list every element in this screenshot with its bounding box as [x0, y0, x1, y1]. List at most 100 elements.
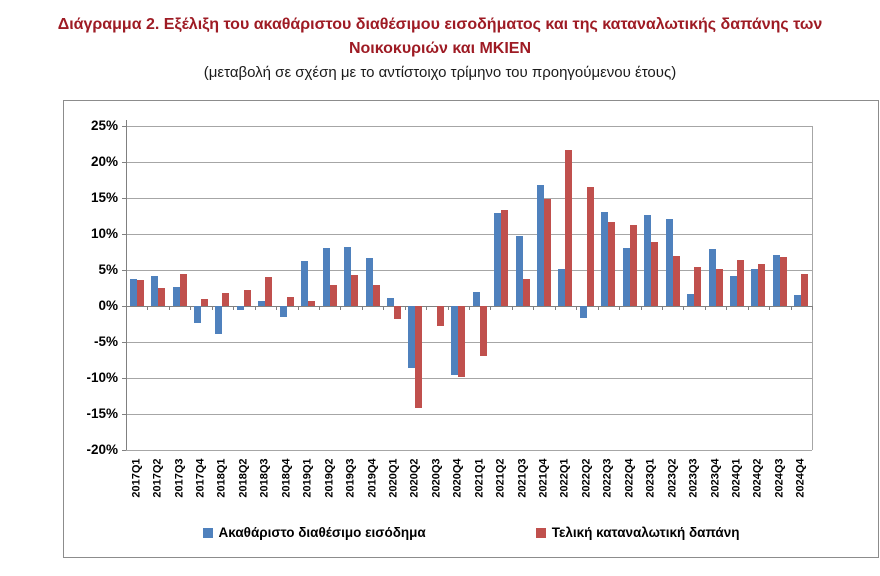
category-label-2019Q2: 2019Q2 — [323, 458, 336, 498]
category-label-2019Q4: 2019Q4 — [366, 458, 379, 498]
category-label-2021Q1: 2021Q1 — [473, 458, 486, 498]
x-axis-tick-3 — [190, 306, 192, 310]
bar-consumption-2021Q2 — [501, 209, 509, 306]
category-label-2020Q2: 2020Q2 — [408, 458, 421, 498]
category-label-2020Q3: 2020Q3 — [430, 458, 443, 498]
bar-consumption-2017Q4 — [201, 298, 209, 306]
bar-consumption-2024Q1 — [736, 259, 744, 306]
bar-consumption-2021Q1 — [479, 306, 487, 357]
y-axis-label-5: 5% — [98, 262, 118, 277]
x-axis-tick-14 — [426, 306, 428, 310]
y-axis-tick--15 — [122, 414, 126, 415]
category-label-2017Q3: 2017Q3 — [173, 458, 186, 498]
category-label-2023Q4: 2023Q4 — [709, 458, 722, 498]
legend-item-consumption: Τελική καταναλωτική δαπάνη — [535, 525, 740, 540]
category-label-2023Q2: 2023Q2 — [666, 458, 679, 498]
gridline--10 — [126, 378, 812, 379]
category-label-2021Q2: 2021Q2 — [494, 458, 507, 498]
bar-consumption-2023Q4 — [715, 268, 723, 306]
bar-income-2023Q2 — [665, 218, 673, 306]
bar-income-2019Q3 — [344, 246, 352, 306]
y-axis-tick--10 — [122, 378, 126, 379]
category-label-2018Q4: 2018Q4 — [280, 458, 293, 498]
x-axis-tick-20 — [554, 306, 556, 310]
y-axis-label-20: 20% — [90, 154, 118, 169]
bar-consumption-2019Q4 — [372, 285, 380, 306]
x-axis-tick-2 — [168, 306, 170, 310]
bar-consumption-2020Q3 — [436, 306, 444, 327]
x-axis-tick-4 — [211, 306, 213, 310]
y-axis-tick-15 — [122, 198, 126, 199]
x-axis-tick-15 — [447, 306, 449, 310]
x-axis-tick-26 — [683, 306, 685, 310]
bar-income-2017Q1 — [129, 278, 137, 306]
y-axis-tick-5 — [122, 270, 126, 271]
y-axis-label-10: 10% — [90, 226, 118, 241]
bar-consumption-2024Q4 — [801, 273, 809, 306]
bar-consumption-2023Q2 — [672, 256, 680, 306]
category-label-2024Q1: 2024Q1 — [730, 458, 743, 498]
category-label-2022Q4: 2022Q4 — [623, 458, 636, 498]
legend-swatch-consumption-icon — [535, 527, 546, 538]
y-axis-label-0: 0% — [98, 298, 118, 313]
y-axis-tick-20 — [122, 162, 126, 163]
x-axis-tick-9 — [318, 306, 320, 310]
bar-income-2022Q2 — [579, 306, 587, 319]
chart-title-line2: Νοικοκυριών και ΜΚΙΕΝ — [348, 40, 532, 57]
bar-income-2022Q1 — [558, 268, 566, 306]
category-label-2021Q3: 2021Q3 — [516, 458, 529, 498]
x-axis-tick-11 — [361, 306, 363, 310]
bar-income-2021Q2 — [494, 213, 502, 306]
x-axis-tick-7 — [276, 306, 278, 310]
x-axis-tick-31 — [790, 306, 792, 310]
bar-income-2023Q4 — [708, 249, 716, 306]
x-axis-tick-8 — [297, 306, 299, 310]
gridline-5 — [126, 270, 812, 271]
category-label-2019Q3: 2019Q3 — [344, 458, 357, 498]
bar-consumption-2024Q2 — [758, 264, 766, 306]
bar-income-2020Q1 — [386, 298, 394, 306]
bar-consumption-2017Q1 — [136, 280, 144, 306]
legend-swatch-income-icon — [202, 527, 213, 538]
category-label-2024Q4: 2024Q4 — [794, 458, 807, 498]
bar-income-2024Q4 — [794, 295, 802, 306]
bar-income-2021Q4 — [537, 185, 545, 306]
bar-income-2018Q4 — [279, 306, 287, 317]
bar-income-2024Q2 — [751, 268, 759, 306]
bar-income-2021Q3 — [515, 236, 523, 306]
gridline-15 — [126, 198, 812, 199]
bar-income-2019Q1 — [301, 260, 309, 306]
gridline-25 — [126, 126, 812, 127]
x-axis-tick-5 — [233, 306, 235, 310]
bar-income-2022Q4 — [622, 247, 630, 306]
bar-income-2023Q3 — [687, 294, 695, 306]
category-label-2022Q3: 2022Q3 — [601, 458, 614, 498]
bar-income-2020Q2 — [408, 306, 416, 368]
bar-consumption-2017Q2 — [158, 288, 166, 306]
bar-consumption-2022Q1 — [565, 149, 573, 306]
x-axis-tick-24 — [640, 306, 642, 310]
x-axis-tick-16 — [469, 306, 470, 310]
x-axis-tick-6 — [254, 306, 256, 310]
y-axis-label--20: -20% — [86, 442, 118, 457]
y-axis-label-25: 25% — [90, 118, 118, 133]
y-axis-tick--20 — [122, 450, 126, 451]
gridline-10 — [126, 234, 812, 235]
y-axis-label--5: -5% — [93, 334, 118, 349]
bar-consumption-2024Q3 — [779, 257, 787, 306]
bar-income-2022Q3 — [601, 211, 609, 306]
bar-income-2020Q4 — [451, 306, 459, 376]
plot-right-border — [812, 126, 813, 450]
legend-label-consumption: Τελική καταναλωτική δαπάνη — [551, 525, 740, 540]
x-axis-tick-25 — [661, 306, 663, 310]
x-axis-tick-29 — [747, 306, 749, 310]
chart-frame: Ακαθάριστο διαθέσιμο εισόδημα Τελική κατ… — [63, 100, 879, 558]
x-axis-tick-21 — [576, 306, 578, 310]
y-axis-tick-10 — [122, 234, 126, 235]
x-axis-tick-30 — [769, 306, 771, 310]
bar-income-2017Q2 — [151, 275, 159, 306]
x-axis-tick-32 — [812, 306, 813, 310]
category-label-2017Q2: 2017Q2 — [151, 458, 164, 498]
category-label-2024Q3: 2024Q3 — [773, 458, 786, 498]
